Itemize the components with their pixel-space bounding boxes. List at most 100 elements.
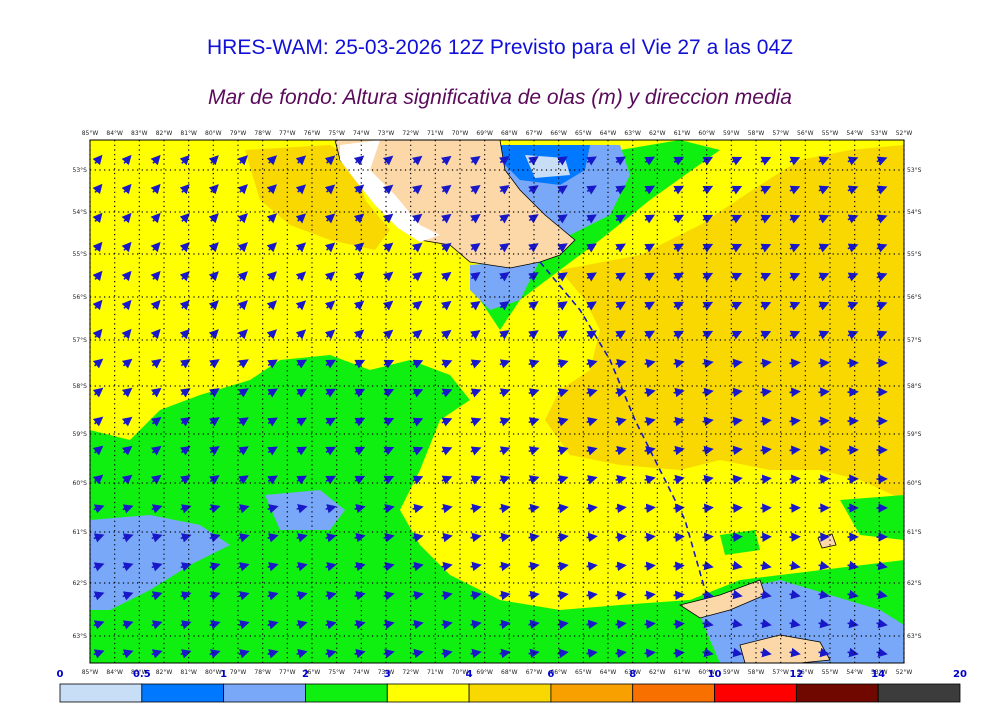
colorbar — [59, 683, 961, 703]
direction-arrow — [267, 620, 279, 630]
direction-arrow — [673, 272, 685, 282]
direction-arrow — [557, 475, 569, 485]
direction-arrow — [411, 271, 423, 282]
direction-arrow — [876, 214, 888, 224]
direction-arrow — [586, 214, 597, 224]
direction-arrow — [93, 504, 105, 514]
direction-arrow — [180, 475, 191, 485]
lon-label: 70°W — [452, 130, 469, 137]
direction-arrow — [876, 618, 888, 629]
direction-arrow — [644, 243, 656, 253]
lon-label: 56°W — [797, 130, 814, 137]
direction-arrow — [702, 214, 714, 224]
direction-arrow — [818, 330, 830, 340]
direction-arrow — [760, 503, 772, 513]
direction-arrow — [325, 417, 337, 427]
direction-arrow — [440, 329, 452, 340]
direction-arrow — [470, 213, 481, 224]
direction-arrow — [354, 619, 366, 630]
direction-arrow — [122, 591, 134, 601]
lon-label: 64°W — [600, 130, 617, 137]
direction-arrow — [382, 184, 394, 195]
colorbar-segment — [141, 683, 225, 703]
direction-arrow — [876, 330, 888, 340]
direction-arrow — [324, 329, 336, 340]
direction-arrow — [586, 446, 598, 456]
direction-arrow — [789, 358, 801, 369]
direction-arrow — [266, 155, 278, 166]
direction-arrow — [238, 620, 250, 630]
direction-arrow — [731, 560, 743, 571]
direction-arrow — [295, 329, 307, 340]
direction-arrow — [180, 446, 191, 456]
direction-arrow — [441, 503, 453, 514]
lon-label: 63°W — [624, 669, 641, 676]
direction-arrow — [789, 416, 801, 427]
direction-arrow — [760, 416, 772, 427]
direction-arrow — [615, 445, 627, 456]
direction-arrow — [441, 359, 453, 369]
direction-arrow — [382, 329, 394, 340]
lon-label: 67°W — [526, 669, 543, 676]
direction-arrow — [644, 272, 656, 282]
direction-arrow — [760, 445, 772, 456]
direction-arrow — [383, 590, 395, 601]
direction-arrow — [847, 647, 859, 658]
direction-arrow — [615, 532, 627, 543]
direction-arrow — [383, 648, 395, 659]
direction-arrow — [383, 475, 395, 485]
lon-label: 76°W — [304, 669, 321, 676]
colorbar-segment — [59, 683, 143, 703]
direction-arrow — [731, 532, 743, 542]
direction-arrow — [296, 504, 308, 514]
direction-arrow — [644, 619, 656, 630]
lon-label: 77°W — [279, 669, 296, 676]
direction-arrow — [92, 445, 104, 456]
lon-label: 52°W — [896, 130, 913, 137]
direction-arrow — [412, 359, 424, 369]
ship-track-line — [539, 261, 706, 591]
direction-arrow — [238, 649, 250, 659]
direction-arrow — [528, 156, 539, 166]
direction-arrow — [209, 504, 221, 514]
colorbar-segment — [632, 683, 715, 703]
latitude-labels: 53°S 53°S 54°S 54°S 55°S 55°S 56°S 56°S 57°S 57°S… — [73, 167, 922, 640]
direction-arrow — [731, 647, 743, 658]
direction-arrow — [673, 590, 685, 601]
direction-arrow — [789, 445, 801, 456]
lat-label: 55°S — [73, 251, 88, 258]
direction-arrow — [499, 590, 511, 601]
direction-arrow — [499, 388, 511, 398]
direction-arrow — [122, 649, 134, 659]
direction-arrow — [528, 359, 540, 369]
direction-arrow — [238, 562, 250, 572]
direction-arrow — [760, 330, 772, 340]
lon-label: 84°W — [106, 669, 123, 676]
direction-arrow — [267, 562, 279, 572]
lat-label: 53°S — [907, 167, 922, 174]
lon-label: 72°W — [402, 669, 419, 676]
direction-arrow — [760, 243, 772, 253]
direction-arrow — [702, 589, 714, 600]
direction-arrow — [209, 591, 221, 601]
direction-arrow — [267, 591, 279, 601]
direction-arrow — [179, 154, 190, 166]
direction-arrow — [383, 359, 395, 369]
direction-arrow — [121, 445, 133, 456]
direction-arrow — [121, 474, 133, 485]
colorbar-label: 0 — [57, 669, 64, 680]
map-frame — [89, 139, 905, 664]
direction-arrow — [586, 532, 598, 543]
direction-arrow — [731, 272, 743, 282]
direction-arrow — [411, 213, 423, 224]
direction-arrow — [470, 532, 482, 543]
direction-arrow — [847, 214, 859, 224]
direction-arrow — [151, 504, 163, 514]
direction-arrow — [673, 648, 685, 659]
lon-label: 60°W — [698, 669, 715, 676]
direction-arrow — [412, 648, 424, 659]
direction-arrow — [354, 446, 366, 456]
lat-label: 54°S — [73, 209, 88, 216]
longitude-labels: 85°W 85°W 84°W 84°W 83°W 83°W 82°W 82°W 81°W 81°W… — [82, 130, 913, 676]
lon-label: 58°W — [748, 669, 765, 676]
